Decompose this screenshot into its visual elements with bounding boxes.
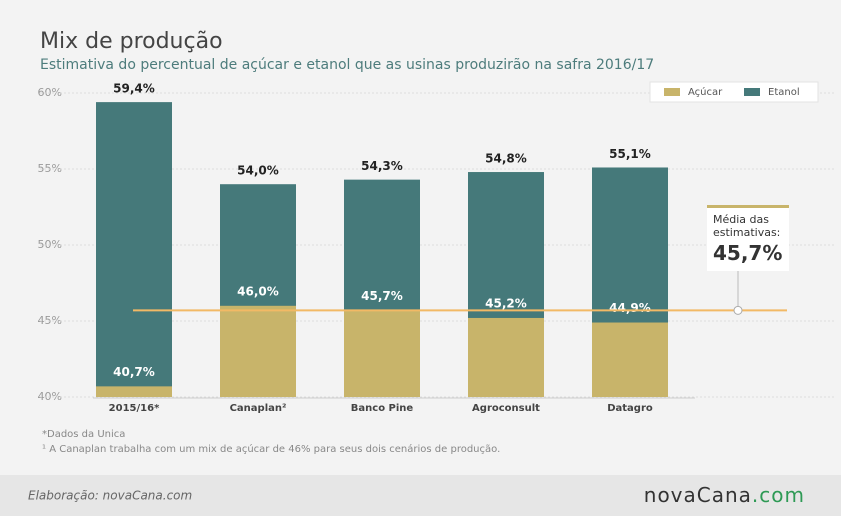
value-label: 54,8% <box>485 152 527 166</box>
legend-swatch <box>664 88 680 96</box>
footer-band <box>0 475 841 516</box>
bar <box>220 305 296 397</box>
value-label: 44,9% <box>609 301 651 315</box>
x-tick-label: Agroconsult <box>472 403 540 414</box>
average-point <box>733 305 743 315</box>
legend-box <box>649 81 819 103</box>
value-label: 55,1% <box>609 147 651 161</box>
value-label: 54,3% <box>361 159 403 173</box>
legend-swatch <box>744 88 760 96</box>
value-label: 54,0% <box>237 164 279 178</box>
value-label: 45,2% <box>485 296 527 310</box>
value-label: 46,0% <box>237 284 279 298</box>
note: *Dados da Unica <box>42 429 125 440</box>
bar <box>344 310 420 397</box>
logo-text: .com <box>752 483 805 507</box>
bar <box>592 322 668 397</box>
bar <box>96 102 172 398</box>
bar <box>468 317 544 397</box>
bar <box>96 386 172 397</box>
source: Elaboração: novaCana.com <box>28 489 192 503</box>
x-tick-label: Datagro <box>607 403 653 414</box>
chart-subtitle: Estimativa do percentual de açúcar e eta… <box>40 57 654 73</box>
average-label: Média das estimativas: <box>713 213 781 239</box>
value-label: 45,7% <box>361 289 403 303</box>
logo-text: novaCana <box>644 483 752 507</box>
value-label: 59,4% <box>113 82 155 96</box>
x-tick-label: Canaplan² <box>230 403 287 414</box>
logo: novaCana.com <box>644 483 805 507</box>
value-label: 40,7% <box>113 365 155 379</box>
average-annotation: Média das estimativas: 45,7% <box>707 205 789 271</box>
legend-label: Açúcar <box>688 86 723 98</box>
note: ¹ A Canaplan trabalha com um mix de açúc… <box>42 443 500 455</box>
average-value-label: 45,7% <box>713 241 783 265</box>
legend: Açúcar Etanol <box>649 81 819 103</box>
chart-title: Mix de produção <box>40 29 223 54</box>
legend-label: Etanol <box>768 87 800 98</box>
x-tick-label: Banco Pine <box>351 403 414 414</box>
x-tick-label: 2015/16* <box>109 403 160 414</box>
